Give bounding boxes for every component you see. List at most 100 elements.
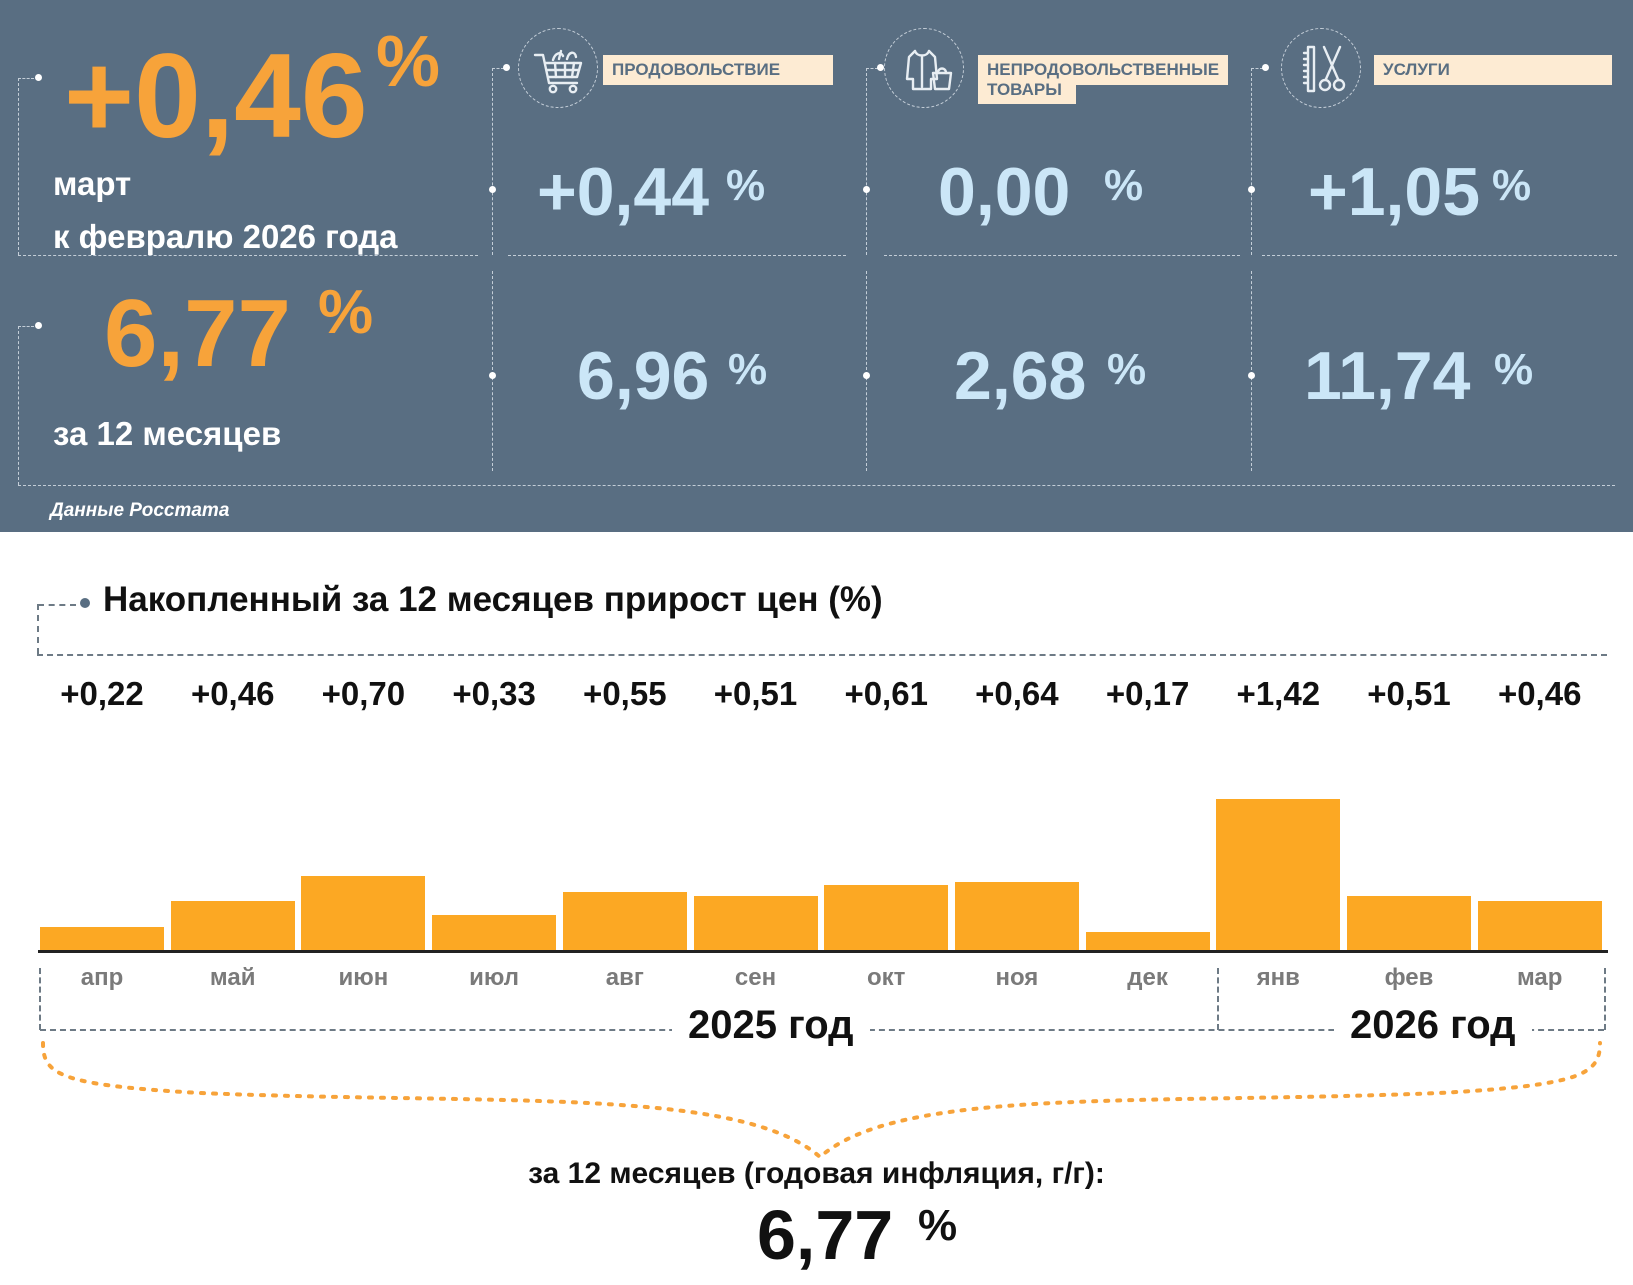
divider [18, 78, 19, 255]
month-label-апр: апр [80, 964, 124, 991]
bar-май [170, 901, 295, 950]
year-label-2025: 2025 год [672, 1003, 870, 1048]
month-label-май: май [209, 964, 256, 991]
value-label-сен: +0,51 [713, 675, 798, 712]
curly-brace [41, 1041, 1602, 1160]
services-annual-unit: % [1494, 345, 1534, 394]
annual-value: 6,77 [104, 280, 291, 387]
category-label-services: УСЛУГИ [1374, 55, 1612, 85]
divider [508, 255, 846, 256]
divider [18, 326, 34, 327]
bar-фев [1347, 895, 1471, 950]
bar-июл [432, 915, 557, 950]
divider [1251, 271, 1252, 471]
bullet-dot [503, 64, 510, 71]
services-monthly-value: +1,05 [1308, 154, 1481, 230]
divider [492, 68, 493, 255]
food-monthly-unit: % [726, 161, 766, 210]
bullet-dot [35, 322, 42, 329]
value-label-авг: +0,55 [583, 675, 667, 712]
title-connector [37, 604, 39, 654]
year-bracket [1604, 968, 1606, 1030]
month-label-июл: июл [469, 964, 520, 991]
bullet-dot [1248, 372, 1255, 379]
nonfood-annual-unit: % [1107, 345, 1147, 394]
bar-окт [824, 885, 949, 950]
nonfood-monthly-unit: % [1104, 161, 1144, 210]
monthly-value: +0,46 [64, 29, 368, 163]
divider [18, 326, 19, 485]
category-label-food: ПРОДОВОЛЬСТВИЕ [603, 55, 833, 85]
bullet-dot [35, 74, 42, 81]
clothing-bag-icon [884, 28, 964, 108]
month-label-мар: мар [1516, 964, 1563, 991]
bullet-dot [489, 372, 496, 379]
value-label-ноя: +0,64 [975, 675, 1059, 712]
divider [492, 271, 493, 471]
bar-сен [693, 895, 818, 950]
chart-title: Накопленный за 12 месяцев прирост цен (%… [103, 580, 883, 619]
annual-caption: за 12 месяцев [53, 415, 282, 452]
title-underline [37, 654, 1607, 656]
category-label-nonfood-line2: ТОВАРЫ [978, 80, 1076, 104]
summary-value: 6,77 [757, 1196, 894, 1274]
data-source: Данные Росстата [50, 500, 230, 521]
month-label-янв: янв [1256, 964, 1300, 991]
divider [866, 68, 878, 69]
food-annual-unit: % [728, 345, 768, 394]
bullet-dot [863, 186, 870, 193]
divider [18, 78, 34, 79]
value-label-дек: +0,17 [1105, 675, 1190, 712]
monthly-unit: % [376, 22, 441, 102]
bar-дек [1085, 931, 1210, 950]
month-label-июн: июн [338, 964, 389, 991]
x-axis-line [38, 950, 1608, 953]
value-label-мар: +0,46 [1497, 675, 1582, 712]
services-annual-value: 11,74 [1304, 338, 1471, 414]
bar-июн [301, 875, 426, 950]
bullet-dot [1262, 64, 1269, 71]
value-label-июн: +0,70 [321, 675, 406, 712]
shopping-cart-icon [518, 28, 598, 108]
month-label-ноя: ноя [995, 964, 1039, 991]
divider [18, 485, 1615, 486]
value-label-май: +0,46 [190, 675, 275, 712]
bar-апр [40, 926, 164, 950]
month-label-окт: окт [866, 964, 906, 991]
food-monthly-value: +0,44 [537, 154, 710, 230]
divider [1251, 68, 1252, 255]
nonfood-monthly-value: 0,00 [938, 154, 1071, 230]
summary-label: за 12 месяцев (годовая инфляция, г/г): [528, 1157, 1105, 1190]
divider [18, 255, 478, 256]
services-monthly-unit: % [1492, 161, 1532, 210]
bar-авг [562, 891, 687, 950]
monthly-caption-line2: к февралю 2026 года [53, 217, 398, 255]
bar-янв [1216, 799, 1341, 950]
food-annual-value: 6,96 [577, 338, 710, 414]
summary-unit: % [918, 1201, 958, 1250]
month-label-сен: сен [734, 964, 777, 991]
monthly-caption-line1: март [53, 165, 132, 202]
divider [492, 68, 504, 69]
value-label-апр: +0,22 [60, 675, 144, 712]
divider [1262, 255, 1617, 256]
divider [884, 255, 1240, 256]
bullet-dot [1248, 186, 1255, 193]
comb-scissors-icon [1281, 28, 1361, 108]
bar-ноя [954, 882, 1079, 950]
value-label-фев: +0,51 [1367, 675, 1451, 712]
title-connector [38, 604, 76, 606]
value-label-июл: +0,33 [452, 675, 536, 712]
monthly-caption: март к февралю 2026 года [53, 158, 398, 264]
value-label-янв: +1,42 [1236, 675, 1321, 712]
nonfood-annual-value: 2,68 [954, 338, 1087, 414]
value-label-окт: +0,61 [844, 675, 928, 712]
month-label-дек: дек [1127, 964, 1168, 991]
year-label-2026: 2026 год [1334, 1003, 1532, 1048]
month-label-авг: авг [605, 964, 644, 991]
bar-мар [1477, 901, 1602, 950]
bullet-dot [877, 64, 884, 71]
divider [1251, 68, 1263, 69]
divider [866, 271, 867, 471]
annual-unit: % [318, 278, 374, 347]
